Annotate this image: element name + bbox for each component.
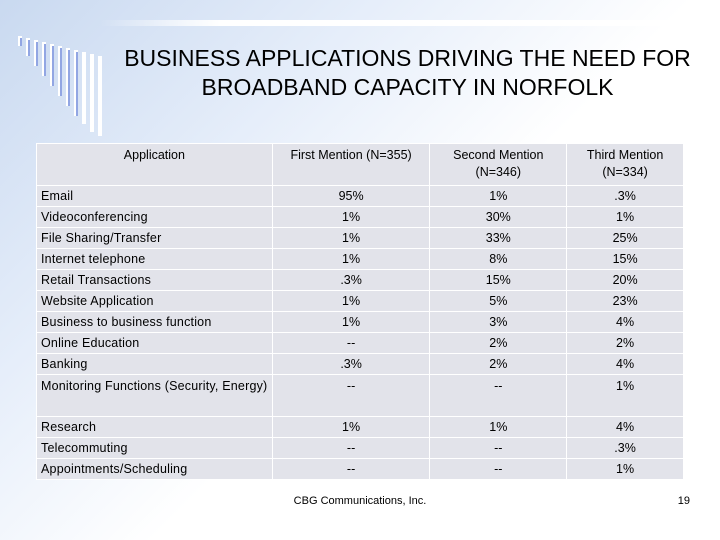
second-mention-value: 15%	[429, 269, 568, 291]
header-second-mention: Second Mention (N=346)	[429, 143, 568, 186]
third-mention-value: .3%	[566, 185, 684, 207]
first-mention-value: 1%	[271, 248, 431, 270]
third-mention-value: 23%	[566, 290, 684, 312]
third-mention-value: 25%	[566, 227, 684, 249]
table-row: Research 1% 1% 4%	[36, 416, 684, 438]
third-mention-value: 1%	[566, 374, 684, 417]
decorative-bars	[18, 36, 102, 136]
page-number: 19	[677, 495, 690, 507]
table-row: Online Education -- 2% 2%	[36, 332, 684, 354]
application-name: Internet telephone	[36, 248, 273, 270]
application-name: Website Application	[36, 290, 273, 312]
table-row: Monitoring Functions (Security, Energy) -…	[36, 374, 684, 417]
second-mention-value: 33%	[429, 227, 568, 249]
table-row: Videoconferencing 1% 30% 1%	[36, 206, 684, 228]
second-mention-value: 2%	[429, 353, 568, 375]
second-mention-value: 2%	[429, 332, 568, 354]
first-mention-value: 1%	[271, 416, 431, 438]
table-row: Retail Transactions .3% 15% 20%	[36, 269, 684, 291]
table-row: Internet telephone 1% 8% 15%	[36, 248, 684, 270]
application-name: Retail Transactions	[36, 269, 273, 291]
first-mention-value: 1%	[271, 227, 431, 249]
first-mention-value: --	[271, 374, 431, 417]
application-name: Email	[36, 185, 273, 207]
application-name: Research	[36, 416, 273, 438]
application-name: Banking	[36, 353, 273, 375]
first-mention-value: .3%	[271, 269, 431, 291]
application-name: Telecommuting	[36, 437, 273, 459]
third-mention-value: 4%	[566, 416, 684, 438]
second-mention-value: 30%	[429, 206, 568, 228]
second-mention-value: --	[429, 437, 568, 459]
second-mention-value: --	[429, 374, 568, 417]
third-mention-value: 15%	[566, 248, 684, 270]
third-mention-value: 4%	[566, 353, 684, 375]
table-row: Appointments/Scheduling -- -- 1%	[36, 458, 684, 480]
application-name: Online Education	[36, 332, 273, 354]
first-mention-value: .3%	[271, 353, 431, 375]
table-row: Website Application 1% 5% 23%	[36, 290, 684, 312]
table-row: Telecommuting -- -- .3%	[36, 437, 684, 459]
slide-title: BUSINESS APPLICATIONS DRIVING THE NEED F…	[124, 45, 691, 100]
application-name: Appointments/Scheduling	[36, 458, 273, 480]
table-row: File Sharing/Transfer 1% 33% 25%	[36, 227, 684, 249]
application-name: File Sharing/Transfer	[36, 227, 273, 249]
second-mention-value: --	[429, 458, 568, 480]
table-row: Business to business function 1% 3% 4%	[36, 311, 684, 333]
table-header-row: Application First Mention (N=355) Second…	[36, 143, 684, 186]
first-mention-value: --	[271, 332, 431, 354]
table-row: Email 95% 1% .3%	[36, 185, 684, 207]
table-body: Email 95% 1% .3% Videoconferencing 1% 30% 1% Fil…	[36, 185, 684, 480]
header-first-mention: First Mention (N=355)	[271, 143, 431, 186]
application-name: Monitoring Functions (Security, Energy)	[36, 374, 273, 417]
second-mention-value: 3%	[429, 311, 568, 333]
second-mention-value: 1%	[429, 185, 568, 207]
third-mention-value: 1%	[566, 206, 684, 228]
applications-table: Application First Mention (N=355) Second…	[36, 143, 684, 480]
third-mention-value: 2%	[566, 332, 684, 354]
third-mention-value: 20%	[566, 269, 684, 291]
second-mention-value: 5%	[429, 290, 568, 312]
first-mention-value: 1%	[271, 206, 431, 228]
third-mention-value: 4%	[566, 311, 684, 333]
first-mention-value: 1%	[271, 311, 431, 333]
application-name: Business to business function	[36, 311, 273, 333]
first-mention-value: 95%	[271, 185, 431, 207]
third-mention-value: .3%	[566, 437, 684, 459]
header-third-mention: Third Mention (N=334)	[566, 143, 684, 186]
second-mention-value: 8%	[429, 248, 568, 270]
first-mention-value: --	[271, 458, 431, 480]
decorative-top-line	[100, 20, 700, 26]
application-name: Videoconferencing	[36, 206, 273, 228]
table-row: Banking .3% 2% 4%	[36, 353, 684, 375]
header-application: Application	[36, 143, 273, 186]
third-mention-value: 1%	[566, 458, 684, 480]
first-mention-value: --	[271, 437, 431, 459]
second-mention-value: 1%	[429, 416, 568, 438]
footer-company: CBG Communications, Inc.	[293, 495, 427, 507]
first-mention-value: 1%	[271, 290, 431, 312]
